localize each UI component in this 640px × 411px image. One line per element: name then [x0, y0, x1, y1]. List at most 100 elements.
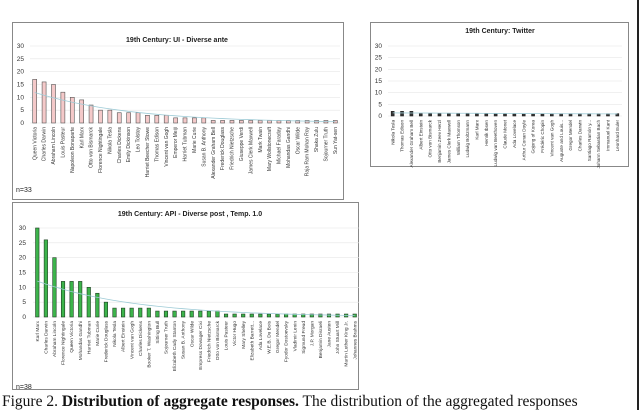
bar [295, 120, 301, 124]
bar [257, 120, 263, 124]
y-tick-label: 20 [17, 69, 25, 76]
x-tick-label: Johann Sebastian Bach [596, 120, 601, 169]
x-tick-label: Frédéric Chopin [540, 120, 545, 153]
sample-size-note: n=38 [16, 384, 32, 391]
y-tick-label: 5 [378, 101, 382, 108]
x-tick-label: Abraham Lincoln [51, 127, 57, 165]
x-tick-label: Oscar Wilde [189, 321, 195, 347]
x-tick-label: Emily Dickinson [126, 127, 132, 163]
y-tick-label: 25 [17, 56, 25, 63]
x-tick-label: Susan B. Anthony [181, 320, 187, 359]
x-tick-label: Susan B. Anthony [201, 127, 207, 167]
y-tick-label: 20 [375, 66, 383, 73]
trendline [392, 112, 618, 115]
x-tick-label: Mary Shelley [241, 320, 247, 348]
x-tick-label: Immanuel Kant [606, 119, 611, 151]
x-tick-label: Karl Marx [79, 127, 85, 149]
x-tick-label: Vladimir Lenin [292, 321, 298, 352]
y-tick-label: 5 [22, 299, 26, 306]
x-tick-label: Louis Pasteur [60, 127, 66, 158]
bar [189, 310, 194, 318]
y-tick-label: 5 [20, 107, 24, 114]
x-tick-label: Leo Tolstoy [136, 127, 142, 153]
chart-ui-frame [12, 22, 344, 200]
x-tick-label: Elizabeth Cady Stanton [172, 321, 178, 371]
x-tick-label: Charles Dickens [138, 320, 144, 356]
y-tick-label: 10 [17, 94, 25, 101]
bar [163, 115, 169, 124]
x-tick-label: Alexander Graham Bell [409, 120, 414, 168]
x-tick-label: Charles Darwin [577, 120, 582, 152]
page-edge-line [637, 0, 639, 410]
bar [210, 120, 216, 124]
x-tick-label: Benjamin Disraeli [318, 321, 324, 358]
y-tick-label: 0 [378, 113, 382, 120]
figure-caption: Figure 2. Distribution of aggregate resp… [2, 393, 578, 411]
x-tick-label: Santiago Ramón y... [587, 120, 592, 161]
bar [428, 113, 432, 117]
bar [172, 310, 177, 318]
bar [318, 313, 323, 318]
bar [418, 113, 423, 117]
x-tick-label: Ada Lovelace [258, 321, 264, 350]
chart-title: 19th Century: UI - Diverse ante [126, 37, 228, 44]
bar [447, 113, 451, 117]
bar [266, 313, 271, 318]
y-tick-label: 30 [19, 225, 27, 232]
x-tick-label: Vincent van Gogh [164, 127, 170, 167]
bar [220, 120, 225, 124]
bar [121, 307, 126, 318]
sample-size-note: n=33 [16, 187, 32, 194]
x-tick-label: Queen Victoria [32, 127, 38, 160]
y-tick-label: 30 [375, 43, 383, 50]
bar [223, 313, 229, 318]
y-tick-label: 0 [22, 314, 26, 321]
x-tick-label: Gregor Mendel [275, 321, 281, 353]
bar [201, 117, 207, 124]
bar [267, 120, 272, 124]
x-tick-label: Frederick Douglass [220, 127, 226, 171]
x-tick-label: Claude Monet [503, 119, 508, 148]
x-tick-label: Victor Hugo [232, 321, 238, 346]
x-tick-label: Otto von Bismarck [215, 320, 221, 360]
x-tick-label: Sun Yat-sen [333, 127, 339, 154]
bar [465, 113, 470, 117]
bar [173, 117, 178, 124]
bar [493, 113, 498, 117]
bar [248, 120, 254, 124]
bar [69, 281, 74, 318]
x-tick-label: Albert Einstein [418, 120, 423, 150]
bar [35, 227, 40, 318]
bar [107, 109, 113, 124]
x-tick-label: John Stuart Mill [335, 321, 341, 354]
x-tick-label: Napoleon Bonaparte [70, 127, 76, 173]
x-tick-label: Albert Einstein [121, 321, 127, 352]
bar [301, 313, 306, 318]
x-tick-label: Marie Curie [192, 127, 198, 153]
x-tick-label: Charles Darwin [43, 321, 49, 354]
x-tick-label: J.P. Morgan [309, 321, 315, 347]
bar [126, 112, 131, 124]
x-tick-label: Emperor Meiji [173, 127, 179, 158]
y-tick-label: 15 [375, 78, 383, 85]
x-tick-label: Charles Dickens [117, 127, 123, 164]
x-tick-label: Louis Pasteur [224, 321, 230, 351]
bar [78, 281, 83, 318]
y-tick-label: 20 [19, 255, 27, 262]
x-tick-label: Auguste and Louis... [559, 120, 564, 162]
x-tick-label: Leonhard Euler [615, 120, 620, 152]
y-tick-label: 10 [375, 90, 383, 97]
bar [129, 307, 134, 318]
y-tick-label: 10 [19, 284, 27, 291]
bar [138, 307, 143, 318]
x-tick-label: Henrik Ibsen [484, 120, 489, 146]
x-tick-label: Thomas Edison [154, 127, 160, 162]
x-tick-label: Karl Marx [35, 320, 41, 341]
bar [437, 113, 442, 117]
bar [112, 307, 117, 318]
x-tick-label: Oscar Wilde [295, 127, 301, 154]
bar [521, 113, 526, 117]
chart-title: 19th Century: Twitter [465, 28, 535, 35]
bar [51, 84, 56, 124]
x-tick-label: James Clerk Maxwell [248, 127, 254, 174]
